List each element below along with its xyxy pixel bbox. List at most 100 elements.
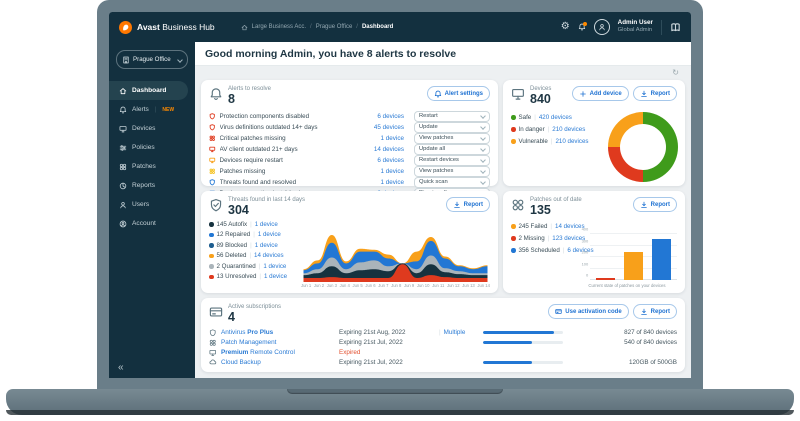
alert-action-dropdown[interactable]: Restart devices xyxy=(414,154,490,166)
legend-dot xyxy=(511,127,516,132)
alert-row: Protection components disabled 6 devices R… xyxy=(209,110,490,122)
monitor-icon xyxy=(209,349,221,357)
sidebar-item-users[interactable]: Users xyxy=(109,195,195,214)
notification-dot xyxy=(582,22,587,26)
sidebar-item-dashboard[interactable]: Dashboard xyxy=(109,81,188,100)
legend-item: In danger | 210 devices xyxy=(511,126,677,133)
greeting-banner: Good morning Admin, you have 8 alerts to… xyxy=(195,42,691,66)
user-menu[interactable]: Admin User Global Admin xyxy=(618,19,653,34)
add-device-button[interactable]: Add device xyxy=(571,86,629,101)
org-selector-label: Prague Office xyxy=(133,56,171,63)
subscription-name-link[interactable]: Antivirus Pro Plus xyxy=(221,329,274,337)
sidebar-item-reports[interactable]: Reports xyxy=(109,176,195,195)
breadcrumb-separator: / xyxy=(356,24,358,30)
legend-divider: | xyxy=(547,125,550,133)
progress-fill xyxy=(483,341,532,345)
legend-label: 2 Missing xyxy=(518,234,545,242)
y-tick-label: 200 xyxy=(581,249,589,255)
subscription-name-link[interactable]: Patch Management xyxy=(221,339,277,347)
alert-settings-button[interactable]: Alert settings xyxy=(426,86,490,101)
notifications-bell-icon[interactable] xyxy=(578,22,587,31)
alert-devices-link[interactable]: 14 devices xyxy=(373,145,404,153)
legend-devices-link[interactable]: 1 device xyxy=(263,262,287,270)
legend-divider: | xyxy=(550,137,553,145)
alert-action-dropdown[interactable]: View patches xyxy=(414,132,490,144)
threats-report-button[interactable]: Report xyxy=(445,197,490,212)
alert-devices-link[interactable]: 1 device xyxy=(380,167,404,175)
alert-shield-icon xyxy=(209,179,216,186)
breadcrumb-separator: / xyxy=(310,24,312,30)
legend-divider: | xyxy=(258,262,261,270)
gear-icon[interactable]: ⚙ xyxy=(560,21,570,32)
legend-divider: | xyxy=(550,222,553,230)
legend-devices-link[interactable]: 6 devices xyxy=(567,246,594,254)
alert-shield-icon xyxy=(209,113,216,120)
patches-card-title: Patches out of date xyxy=(530,197,582,203)
subscription-usage: 120GB of 500GB xyxy=(629,358,677,366)
chevron-down-icon xyxy=(480,146,486,153)
user-icon xyxy=(598,23,606,31)
alert-action-dropdown[interactable]: Quick scan xyxy=(414,176,490,188)
alert-devices-link[interactable]: 6 devices xyxy=(377,112,404,120)
patches-report-button[interactable]: Report xyxy=(632,197,677,212)
legend-devices-link[interactable]: 1 device xyxy=(257,231,281,239)
sidebar-item-devices[interactable]: Devices xyxy=(109,119,195,138)
sidebar-item-patches[interactable]: Patches xyxy=(109,157,195,176)
alert-action-dropdown[interactable]: View patches xyxy=(414,165,490,177)
legend-devices-link[interactable]: 210 devices xyxy=(555,137,589,145)
patches-icon xyxy=(119,163,127,171)
user-icon xyxy=(119,201,127,209)
legend-devices-link[interactable]: 14 devices xyxy=(555,222,585,230)
sidebar-item-account[interactable]: Account xyxy=(109,214,195,233)
legend-devices-link[interactable]: 420 devices xyxy=(538,113,572,121)
subscription-row: Patch Management Expiring 21st Jul, 2022 5… xyxy=(209,339,677,347)
breadcrumb-item[interactable]: Prague Office xyxy=(315,24,353,30)
subscription-progress-bar xyxy=(483,360,563,364)
devices-report-button[interactable]: Report xyxy=(632,86,677,101)
bell-icon xyxy=(434,90,442,98)
alert-devices-link[interactable]: 45 devices xyxy=(373,123,404,131)
sidebar-collapse-icon[interactable]: « xyxy=(118,362,124,373)
progress-fill xyxy=(483,331,555,335)
org-selector[interactable]: Prague Office xyxy=(116,50,188,69)
help-book-icon[interactable] xyxy=(670,22,681,33)
sidebar-item-policies[interactable]: Policies xyxy=(109,138,195,157)
subscription-name-link[interactable]: Premium Remote Control xyxy=(221,348,295,356)
subscription-multiple-link[interactable]: | Multiple xyxy=(439,329,483,336)
sidebar-item-alerts[interactable]: Alerts | NEW xyxy=(109,100,195,119)
alert-devices-link[interactable]: 1 device xyxy=(380,178,404,186)
legend-item: 145 Autofix | 1 device xyxy=(209,221,295,228)
alert-action-dropdown[interactable]: Update all xyxy=(414,143,490,155)
avatar[interactable] xyxy=(593,19,610,35)
alert-devices-link[interactable]: 1 device xyxy=(380,134,404,142)
breadcrumb-item[interactable]: Dashboard xyxy=(361,24,394,30)
alert-devices-link[interactable]: 6 devices xyxy=(377,156,404,164)
refresh-icon[interactable]: ↻ xyxy=(672,67,679,77)
alerts-bell-icon xyxy=(209,87,223,101)
bar-missing xyxy=(596,277,615,280)
subscriptions-report-button[interactable]: Report xyxy=(632,304,677,319)
alerts-card: Alerts to resolve 8 Alert settings xyxy=(201,80,498,199)
subscription-name-link[interactable]: Cloud Backup xyxy=(221,358,261,366)
alert-action-dropdown[interactable]: Update xyxy=(414,121,490,133)
legend-devices-link[interactable]: 210 devices xyxy=(552,125,586,133)
threats-card: Threats found in last 14 days 304 Report xyxy=(201,191,498,293)
legend-devices-link[interactable]: 1 device xyxy=(254,220,278,228)
alert-action-label: Restart devices xyxy=(419,157,459,164)
legend-devices-link[interactable]: 1 device xyxy=(254,241,278,249)
legend-label: In danger xyxy=(518,125,545,133)
devices-card: Devices 840 Add device xyxy=(503,80,685,186)
legend-devices-link[interactable]: 1 device xyxy=(264,273,288,281)
legend-devices-link[interactable]: 123 devices xyxy=(552,234,586,242)
breadcrumb-item[interactable]: Large Business Acc. xyxy=(251,24,307,30)
legend-item: 2 Missing | 123 devices xyxy=(511,235,595,242)
legend-devices-link[interactable]: 14 devices xyxy=(254,252,284,260)
legend-label: Vulnerable xyxy=(518,137,548,145)
alert-action-dropdown[interactable]: Restart xyxy=(414,110,490,122)
use-activation-code-button[interactable]: Use activation code xyxy=(548,304,629,319)
app-window: Avast Business Hub Large Business Acc. / P… xyxy=(109,12,691,378)
legend-item: 56 Deleted | 14 devices xyxy=(209,252,295,259)
subscription-row: Cloud Backup Expiring 21st Jul, 2022 120GB… xyxy=(209,358,677,366)
alert-label: Patches missing xyxy=(219,167,266,175)
new-badge: NEW xyxy=(162,106,175,113)
